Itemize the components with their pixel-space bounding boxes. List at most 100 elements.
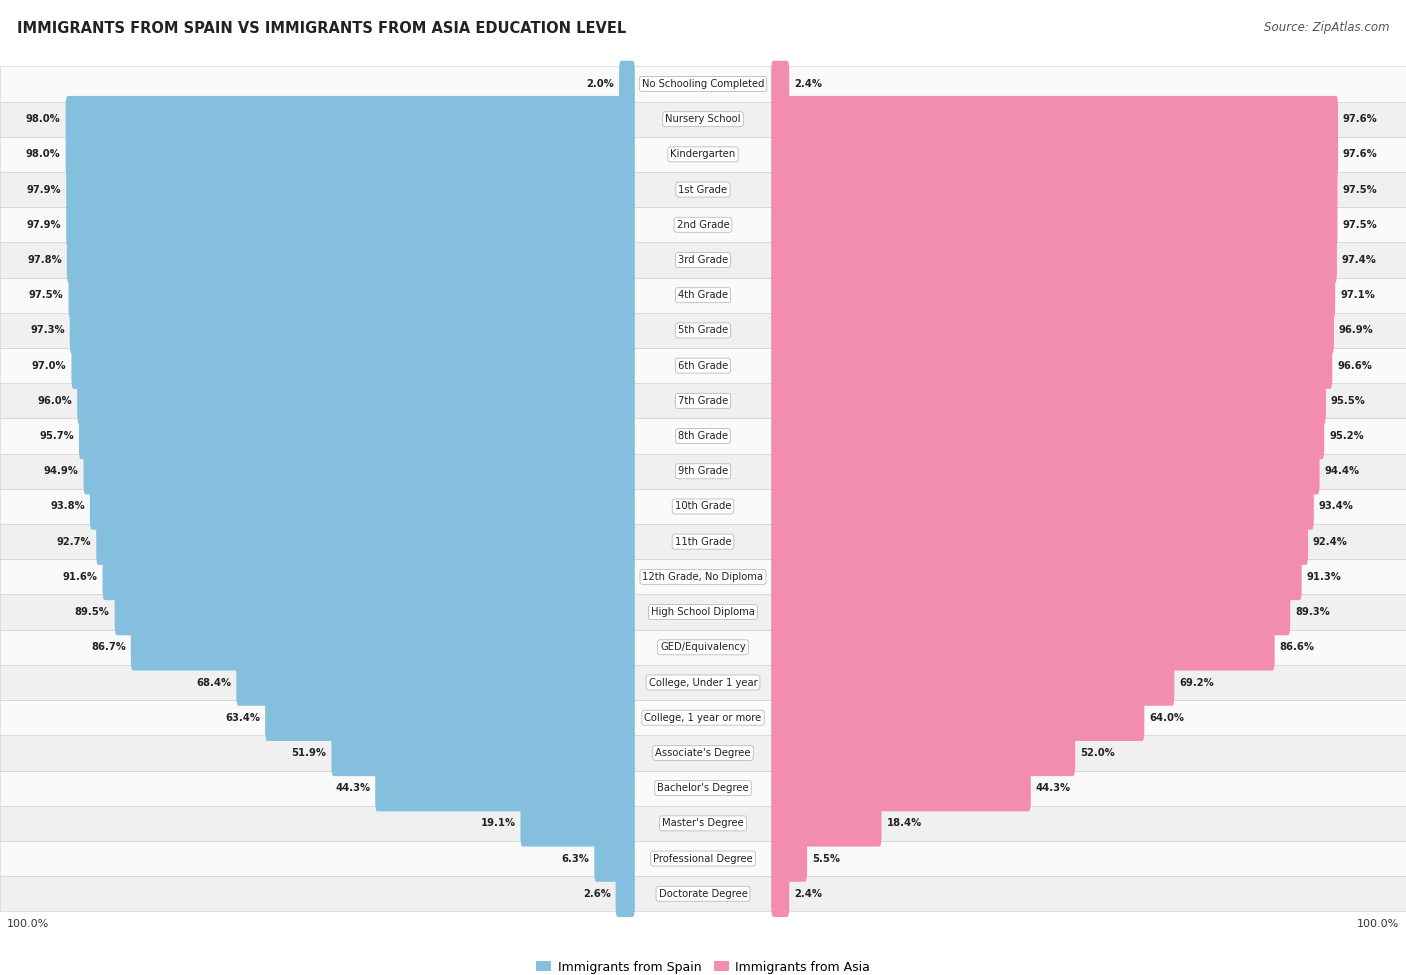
Text: No Schooling Completed: No Schooling Completed [641,79,765,89]
Text: 10th Grade: 10th Grade [675,501,731,512]
Text: 1st Grade: 1st Grade [679,184,727,195]
Text: 97.9%: 97.9% [27,184,62,195]
Text: 86.6%: 86.6% [1279,643,1315,652]
FancyBboxPatch shape [332,729,636,776]
Text: 95.7%: 95.7% [39,431,75,441]
Text: 86.7%: 86.7% [91,643,127,652]
FancyBboxPatch shape [96,519,636,565]
Bar [0,136,1406,172]
FancyBboxPatch shape [772,554,1302,600]
Text: 44.3%: 44.3% [335,783,370,793]
Text: 97.4%: 97.4% [1341,255,1376,265]
Legend: Immigrants from Spain, Immigrants from Asia: Immigrants from Spain, Immigrants from A… [531,956,875,975]
Text: 9th Grade: 9th Grade [678,466,728,476]
FancyBboxPatch shape [772,342,1333,389]
Text: Professional Degree: Professional Degree [654,853,752,864]
FancyBboxPatch shape [772,272,1336,319]
Text: 19.1%: 19.1% [481,818,516,829]
Text: 64.0%: 64.0% [1149,713,1184,722]
FancyBboxPatch shape [90,484,636,529]
FancyBboxPatch shape [236,659,636,706]
Text: 92.4%: 92.4% [1313,536,1348,547]
FancyBboxPatch shape [772,484,1313,529]
Bar [0,805,1406,840]
FancyBboxPatch shape [772,659,1174,706]
Text: 5.5%: 5.5% [813,853,839,864]
Bar [0,560,1406,595]
FancyBboxPatch shape [83,448,636,494]
Bar [0,101,1406,136]
Text: 91.6%: 91.6% [63,572,97,582]
FancyBboxPatch shape [772,729,1076,776]
FancyBboxPatch shape [72,342,636,389]
FancyBboxPatch shape [595,836,636,881]
Bar [0,278,1406,313]
Text: 94.4%: 94.4% [1324,466,1360,476]
Text: 18.4%: 18.4% [886,818,922,829]
Bar [0,595,1406,630]
FancyBboxPatch shape [772,60,789,107]
Text: College, 1 year or more: College, 1 year or more [644,713,762,722]
FancyBboxPatch shape [772,131,1339,177]
Text: Nursery School: Nursery School [665,114,741,124]
Text: 97.8%: 97.8% [27,255,62,265]
FancyBboxPatch shape [375,764,636,811]
FancyBboxPatch shape [772,764,1031,811]
Text: 2.4%: 2.4% [794,889,823,899]
FancyBboxPatch shape [772,589,1291,636]
Text: 97.6%: 97.6% [1343,149,1378,159]
Text: 97.5%: 97.5% [30,291,63,300]
FancyBboxPatch shape [131,624,636,671]
Text: 91.3%: 91.3% [1306,572,1341,582]
Text: 93.4%: 93.4% [1319,501,1354,512]
Text: 63.4%: 63.4% [225,713,260,722]
Bar [0,243,1406,278]
Text: 92.7%: 92.7% [56,536,91,547]
Text: 95.2%: 95.2% [1329,431,1364,441]
Text: College, Under 1 year: College, Under 1 year [648,678,758,687]
Text: 97.0%: 97.0% [32,361,66,370]
Text: 97.3%: 97.3% [30,326,65,335]
Bar [0,313,1406,348]
Bar [0,840,1406,877]
Text: 2.6%: 2.6% [583,889,610,899]
FancyBboxPatch shape [772,202,1337,248]
Text: 11th Grade: 11th Grade [675,536,731,547]
Bar [0,700,1406,735]
Bar [0,735,1406,770]
Text: 94.9%: 94.9% [44,466,79,476]
FancyBboxPatch shape [79,412,636,459]
Text: 6th Grade: 6th Grade [678,361,728,370]
Text: 89.5%: 89.5% [75,607,110,617]
Text: 97.5%: 97.5% [1343,184,1376,195]
FancyBboxPatch shape [772,871,789,916]
Text: 44.3%: 44.3% [1036,783,1071,793]
FancyBboxPatch shape [772,519,1308,565]
FancyBboxPatch shape [772,836,807,881]
FancyBboxPatch shape [520,800,636,846]
Text: 96.0%: 96.0% [38,396,72,406]
Text: 97.1%: 97.1% [1340,291,1375,300]
Text: 2.4%: 2.4% [794,79,823,89]
FancyBboxPatch shape [66,96,636,142]
Text: 97.9%: 97.9% [27,219,62,230]
Bar [0,665,1406,700]
Text: 2.0%: 2.0% [586,79,614,89]
FancyBboxPatch shape [772,800,882,846]
FancyBboxPatch shape [66,131,636,177]
Text: 12th Grade, No Diploma: 12th Grade, No Diploma [643,572,763,582]
Text: 98.0%: 98.0% [25,114,60,124]
Text: High School Diploma: High School Diploma [651,607,755,617]
Bar [0,453,1406,488]
Bar [0,172,1406,208]
Text: 51.9%: 51.9% [291,748,326,758]
Text: 68.4%: 68.4% [197,678,232,687]
FancyBboxPatch shape [772,624,1275,671]
FancyBboxPatch shape [772,448,1320,494]
Bar [0,418,1406,453]
FancyBboxPatch shape [772,96,1339,142]
Text: 3rd Grade: 3rd Grade [678,255,728,265]
FancyBboxPatch shape [77,377,636,424]
Text: 93.8%: 93.8% [51,501,84,512]
Text: 98.0%: 98.0% [25,149,60,159]
